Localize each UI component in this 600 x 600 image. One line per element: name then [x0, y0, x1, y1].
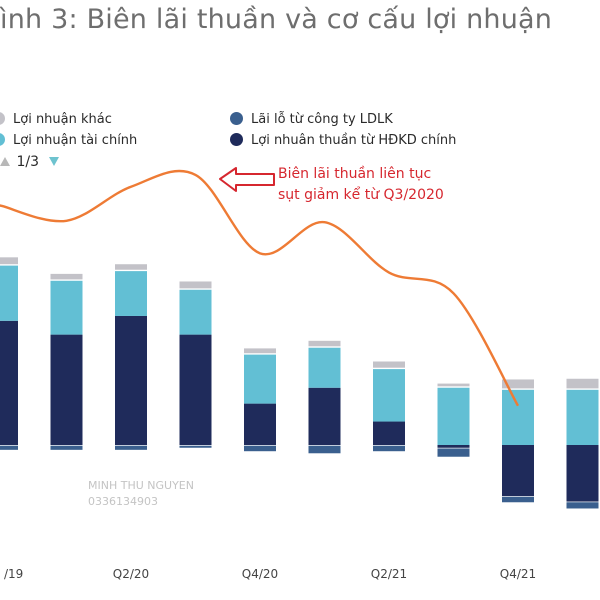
- bar-other-5: [308, 340, 341, 347]
- bar-core-8: [502, 445, 534, 497]
- chart-title: ình 3: Biên lãi thuần và cơ cấu lợi nhuậ…: [0, 4, 553, 35]
- annotation-line-2: sụt giảm kể từ Q3/2020: [278, 187, 444, 203]
- annotation-line-1: Biên lãi thuần liên tục: [278, 166, 432, 182]
- bar-other-4: [244, 348, 276, 354]
- bar-core-9: [566, 445, 599, 502]
- legend-label: Lãi lỗ từ công ty LDLK: [251, 112, 393, 127]
- annotation-arrow-icon: [219, 167, 275, 192]
- bar-financial-2: [115, 271, 147, 316]
- bar-other-3: [179, 281, 212, 289]
- bar-other-9: [566, 378, 599, 389]
- legend-item-other-profit: Lợi nhuận khác: [0, 112, 112, 127]
- bar-core-3: [179, 334, 212, 445]
- legend-item-core-profit: Lợi nhuân thuần từ HĐKD chính: [230, 133, 456, 148]
- watermark: MINH THU NGUYEN 0336134903: [88, 478, 194, 510]
- bar-core-7: [437, 445, 470, 448]
- legend-item-financial-profit: Lợi nhuận tài chính: [0, 133, 137, 148]
- bar-associates-9: [566, 502, 599, 509]
- bar-financial-4: [244, 354, 276, 404]
- bar-financial-9: [566, 389, 599, 445]
- x-tick-label: /19: [4, 567, 23, 581]
- legend-item-associates: Lãi lỗ từ công ty LDLK: [230, 112, 393, 127]
- pager-label: 1/3: [16, 154, 39, 170]
- bar-associates-6: [373, 445, 405, 452]
- bar-other-2: [115, 264, 147, 270]
- legend-label: Lợi nhuân thuần từ HĐKD chính: [251, 133, 457, 148]
- legend-swatch: [0, 133, 5, 146]
- bar-financial-3: [179, 289, 212, 335]
- bar-other-7: [437, 383, 470, 387]
- legend-label: Lợi nhuận tài chính: [13, 133, 138, 148]
- bar-associates-5: [308, 445, 341, 454]
- legend-pager[interactable]: 1/3: [0, 154, 60, 170]
- bar-core-2: [115, 315, 147, 445]
- bar-other-0: [0, 257, 18, 265]
- x-tick-label: Q2/21: [371, 567, 407, 581]
- watermark-name: MINH THU NGUYEN: [88, 479, 194, 492]
- x-tick-label: Q2/20: [113, 567, 149, 581]
- bar-financial-7: [437, 387, 470, 445]
- bar-associates-1: [50, 445, 83, 450]
- bar-core-6: [373, 421, 405, 445]
- bar-financial-5: [308, 347, 341, 388]
- annotation-text: Biên lãi thuần liên tục sụt giảm kể từ Q…: [278, 164, 444, 206]
- bar-core-4: [244, 403, 276, 445]
- bar-associates-7: [437, 448, 470, 457]
- bar-associates-3: [179, 445, 212, 448]
- bar-other-6: [373, 361, 405, 368]
- pager-down-icon[interactable]: [49, 157, 60, 166]
- bar-core-0: [0, 320, 18, 445]
- bar-associates-2: [115, 445, 147, 450]
- bar-other-8: [502, 379, 534, 389]
- x-axis-ticks: /19 Q2/20 Q4/20 Q2/21 Q4/21: [4, 567, 536, 581]
- bars-group: [0, 257, 599, 509]
- bar-core-1: [50, 334, 83, 445]
- bar-financial-0: [0, 265, 18, 321]
- bar-core-5: [308, 387, 341, 445]
- legend-swatch: [230, 133, 243, 146]
- x-tick-label: Q4/21: [500, 567, 536, 581]
- bar-associates-0: [0, 445, 18, 450]
- watermark-phone: 0336134903: [88, 495, 158, 508]
- margin-line: [0, 169, 520, 407]
- bar-financial-1: [50, 280, 83, 335]
- pager-up-icon[interactable]: [0, 157, 10, 166]
- bar-associates-8: [502, 496, 534, 503]
- bar-financial-6: [373, 369, 405, 422]
- legend-label: Lợi nhuận khác: [13, 112, 112, 127]
- bar-financial-8: [502, 389, 534, 445]
- bar-other-1: [50, 273, 83, 280]
- legend-swatch: [230, 112, 243, 125]
- bar-associates-4: [244, 445, 276, 452]
- x-tick-label: Q4/20: [242, 567, 278, 581]
- legend-swatch: [0, 112, 5, 125]
